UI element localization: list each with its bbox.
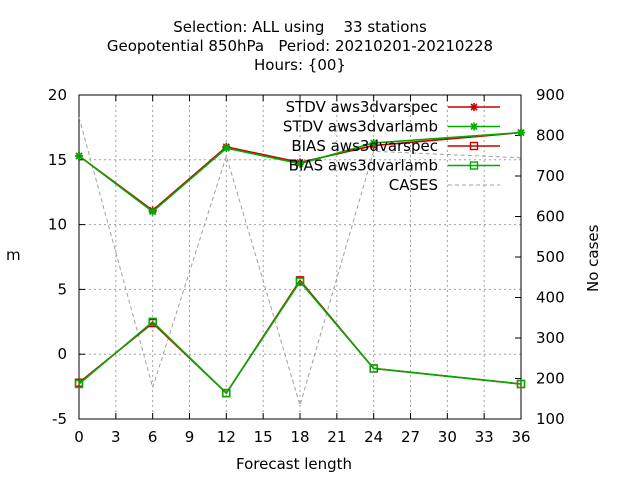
data-point [148, 317, 157, 326]
legend-entry: BIAS aws3dvarspec [291, 137, 500, 155]
y2-tick-label: 700 [536, 167, 565, 185]
y-tick-label: 15 [48, 151, 67, 169]
x-tick-label: 18 [290, 428, 309, 446]
marker-stroke [75, 152, 83, 160]
title-line-2: Geopotential 850hPa Period: 20210201-202… [106, 37, 494, 55]
series-4 [78, 117, 522, 408]
y2-tick-label: 300 [536, 329, 565, 347]
x-axis-title: Forecast length [236, 455, 353, 473]
x-tick-label: 21 [327, 428, 346, 446]
x-tick-label: 15 [254, 428, 273, 446]
x-tick-label: 12 [217, 428, 236, 446]
marker-stroke [222, 144, 230, 152]
data-point [369, 138, 378, 147]
y2-tick-label: 600 [536, 208, 565, 226]
x-tick-label: 3 [111, 428, 121, 446]
axis-ticks: 0 3 6 9 12 15 18 21 24 27 30 33 36-50510152010020030… [48, 86, 565, 446]
y-axis-title: m [6, 246, 21, 264]
legend-entry: BIAS aws3dvarlamb [289, 157, 500, 175]
y2-tick-label: 100 [536, 410, 565, 428]
legend-label: BIAS aws3dvarlamb [289, 157, 438, 175]
y2-tick-label: 200 [536, 370, 565, 388]
legend-label: CASES [389, 176, 438, 194]
y2-tick-label: 400 [536, 289, 565, 307]
marker-stroke [149, 208, 157, 216]
legend-entry: STDV aws3dvarlamb [283, 118, 500, 136]
marker-stroke [370, 139, 378, 147]
title-line-3: Hours: {00} [254, 56, 346, 74]
x-tick-label: 33 [475, 428, 494, 446]
legend-marker [469, 141, 479, 151]
data-point [517, 128, 525, 137]
x-tick-label: 30 [438, 428, 457, 446]
series-1 [75, 128, 525, 216]
y-tick-label: 20 [48, 86, 67, 104]
marker-stroke [470, 103, 478, 111]
legend-marker [470, 122, 478, 131]
x-tick-label: 27 [401, 428, 420, 446]
data-point [296, 159, 304, 168]
series-line [78, 280, 522, 395]
data-point [295, 277, 305, 286]
y-tick-label: 0 [57, 345, 67, 363]
x-tick-label: 9 [185, 428, 195, 446]
y-tick-label: 10 [48, 216, 67, 234]
y2-tick-label: 900 [536, 86, 565, 104]
legend-entry: STDV aws3dvarspec [286, 98, 500, 116]
x-tick-label: 0 [74, 428, 84, 446]
series-line [78, 131, 522, 213]
series-3 [74, 277, 526, 398]
data-point [74, 379, 84, 389]
data-point [369, 364, 378, 373]
title-line-1: Selection: ALL using 33 stations [173, 18, 427, 36]
data-point [148, 207, 157, 216]
legend-marker [470, 103, 478, 111]
legend-marker [469, 161, 479, 170]
y-tick-label: 5 [57, 280, 67, 298]
data-point [75, 151, 83, 160]
legend-label: STDV aws3dvarlamb [283, 118, 438, 136]
data-point [222, 144, 231, 153]
marker-stroke [470, 122, 478, 131]
series-line [78, 131, 522, 212]
legend-label: STDV aws3dvarspec [286, 98, 438, 116]
data-point [516, 379, 526, 389]
y2-tick-label: 800 [536, 127, 565, 145]
series [74, 117, 526, 408]
series-line [78, 117, 522, 408]
legend-entry: CASES [389, 176, 500, 194]
marker-stroke [296, 160, 304, 168]
x-tick-label: 36 [511, 428, 530, 446]
y2-tick-label: 500 [536, 248, 565, 266]
data-point [222, 388, 231, 398]
legend-label: BIAS aws3dvarspec [291, 137, 438, 155]
y-tick-label: -5 [52, 410, 67, 428]
marker-stroke [517, 129, 525, 137]
x-tick-label: 6 [148, 428, 158, 446]
y2-axis-title: No cases [584, 224, 602, 292]
x-tick-label: 24 [364, 428, 383, 446]
